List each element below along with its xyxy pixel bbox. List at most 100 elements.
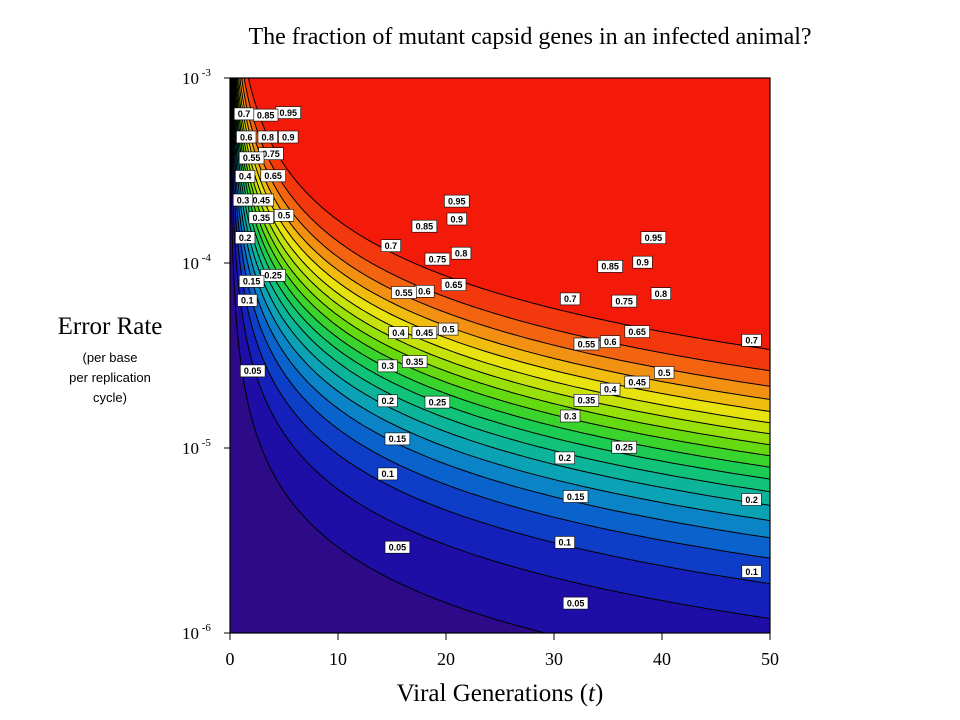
contour-label-text: 0.7	[385, 241, 398, 251]
contour-line	[230, 78, 547, 633]
contour-label: 0.75	[424, 252, 451, 266]
contour-label: 0.75	[611, 294, 637, 308]
contour-label-text: 0.45	[253, 195, 271, 205]
contour-label-box	[384, 540, 411, 554]
contour-label-box	[257, 130, 278, 144]
contour-label-text: 0.6	[418, 287, 431, 297]
contour-labels: 0.950.850.70.90.80.60.750.550.650.40.450…	[232, 106, 762, 610]
contour-label-box	[411, 326, 438, 340]
contour-label: 0.2	[741, 493, 762, 506]
y-tick-base: 10	[182, 69, 199, 88]
contour-label: 0.7	[560, 292, 581, 306]
contour-label-box	[444, 194, 470, 208]
x-axis: 0 10 20 30 40 50	[226, 633, 779, 669]
contour-label-text: 0.75	[615, 296, 633, 306]
contour-label: 0.65	[440, 278, 467, 292]
contour-label-text: 0.25	[615, 443, 633, 453]
contour-label-box	[260, 169, 286, 183]
contour-label-text: 0.7	[238, 109, 251, 119]
contour-label: 0.05	[240, 364, 266, 378]
contour-label: 0.9	[632, 255, 653, 269]
contour-label-text: 0.1	[559, 538, 572, 548]
contour-label: 0.3	[560, 409, 581, 423]
contour-label-text: 0.95	[645, 233, 663, 243]
contour-label-box	[554, 536, 575, 549]
contour-label-box	[424, 395, 451, 409]
contour-label-box	[597, 260, 623, 273]
contour-label-text: 0.3	[381, 361, 394, 371]
contour-label: 0.05	[562, 596, 589, 610]
contour-label: 0.2	[554, 451, 575, 465]
contour-label-text: 0.45	[416, 328, 434, 338]
contour-label-text: 0.65	[445, 280, 463, 290]
contour-label-box	[741, 493, 762, 506]
contour-label: 0.8	[450, 246, 472, 260]
contour-label-box	[411, 219, 438, 233]
contour-line	[231, 78, 770, 539]
contour-label-text: 0.55	[578, 339, 596, 349]
contour-label-text: 0.8	[455, 249, 468, 259]
contour-label: 0.15	[562, 490, 589, 503]
contour-label-text: 0.05	[389, 543, 407, 553]
contour-label-box	[377, 394, 398, 408]
contour-line	[243, 78, 770, 372]
y-tick-exponent: -5	[199, 437, 211, 449]
contour-label-box	[278, 130, 299, 144]
contour-label-box	[388, 326, 409, 340]
contour-label: 0.3	[232, 193, 254, 207]
contour-line	[241, 78, 770, 387]
contour-label: 0.55	[238, 151, 265, 165]
contour-label: 0.8	[257, 130, 278, 144]
contour-label-text: 0.35	[253, 213, 271, 223]
contour-label: 0.05	[384, 540, 411, 554]
contour-label: 0.25	[260, 269, 286, 282]
x-axis-label: Viral Generations (t)	[0, 680, 960, 708]
contour-label: 0.45	[411, 326, 438, 340]
contour-label: 0.2	[235, 231, 256, 244]
contour-label-box	[232, 193, 254, 207]
contour-label: 0.1	[741, 565, 762, 578]
contour-label-box	[377, 467, 398, 481]
contour-label: 0.85	[252, 108, 279, 122]
contour-line	[230, 78, 770, 619]
contour-label: 0.7	[233, 107, 255, 121]
contour-label-text: 0.75	[262, 149, 280, 159]
contour-label: 0.95	[444, 194, 470, 208]
contour-label-text: 0.95	[448, 196, 466, 206]
contour-label-text: 0.45	[628, 377, 646, 387]
y-axis-label: Error Rate	[57, 313, 163, 340]
x-tick-label: 20	[437, 649, 455, 669]
contour-label: 0.9	[278, 130, 299, 144]
contour-label-text: 0.9	[451, 214, 464, 224]
contour-label-box	[238, 275, 265, 288]
contour-label-text: 0.4	[239, 172, 252, 182]
y-tick-base: 10	[182, 439, 199, 458]
contour-label-box	[624, 375, 650, 389]
contour-label: 0.45	[624, 375, 650, 389]
contour-line	[232, 78, 770, 493]
contour-label: 0.9	[446, 212, 467, 226]
contour-label: 0.1	[237, 294, 258, 307]
contour-label-box	[380, 239, 402, 252]
contour-label-text: 0.4	[604, 385, 617, 395]
y-tick-label: 10 -4	[182, 252, 211, 273]
contour-label-box	[632, 255, 653, 269]
y-tick-label: 10 -5	[182, 437, 211, 458]
contour-line	[247, 78, 770, 351]
contour-label-text: 0.25	[264, 271, 282, 281]
contour-label-text: 0.7	[564, 294, 577, 304]
contour-label: 0.4	[235, 170, 256, 183]
contour-label-text: 0.5	[442, 324, 455, 334]
contour-label-text: 0.95	[280, 108, 298, 118]
contour-label: 0.6	[600, 335, 621, 348]
contour-label-box	[391, 286, 417, 299]
contour-label: 0.25	[611, 440, 637, 454]
contour-label: 0.55	[391, 286, 417, 299]
contour-label-box	[236, 130, 257, 144]
contour-label-box	[438, 322, 459, 336]
y-tick-label: 10 -6	[182, 622, 211, 643]
contour-label-box	[235, 170, 256, 183]
contour-label: 0.15	[384, 432, 411, 446]
contour-label-text: 0.2	[745, 495, 758, 505]
contour-label: 0.15	[238, 275, 265, 288]
